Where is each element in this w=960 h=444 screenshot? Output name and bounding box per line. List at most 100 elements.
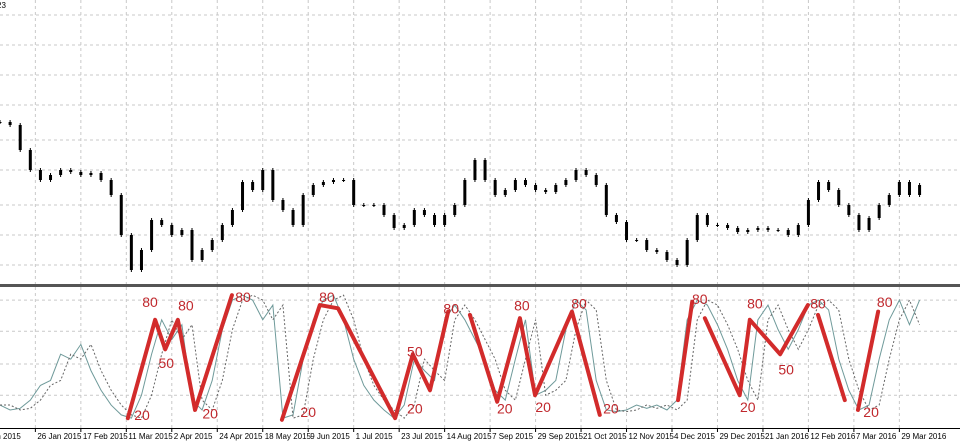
annotation: 80 — [178, 297, 194, 313]
x-tick-label: 29 Dec 2015 — [719, 432, 765, 441]
candle-body — [483, 160, 487, 180]
candle-body — [897, 182, 901, 195]
candle-body — [746, 230, 750, 232]
candle-body — [331, 180, 335, 182]
x-tick-label: 29 Sep 2015 — [538, 432, 584, 441]
candle-body — [614, 215, 618, 222]
candle-body — [584, 170, 588, 175]
candle-body — [715, 225, 719, 226]
annotation: 80 — [877, 294, 893, 310]
candle-body — [918, 185, 922, 195]
candle-body — [301, 195, 305, 225]
candle-body — [69, 170, 73, 172]
x-tick-label: 7 Mar 2016 — [856, 432, 897, 441]
annotation: 20 — [300, 404, 316, 420]
candle-body — [766, 228, 770, 230]
annotation: 80 — [514, 297, 530, 313]
candle-body — [210, 240, 214, 250]
annotation: 20 — [407, 401, 423, 417]
candle-body — [473, 160, 477, 180]
candle-body — [594, 175, 598, 185]
x-tick-label: 1 Jul 2015 — [356, 432, 393, 441]
zigzag-line — [467, 309, 602, 417]
candle-body — [443, 215, 447, 225]
candle-body — [705, 215, 709, 225]
x-tick-label: 4 Dec 2015 — [674, 432, 715, 441]
candle-body — [422, 210, 426, 215]
candle-body — [241, 182, 245, 210]
zigzag-line — [816, 312, 847, 403]
annotation: 20 — [202, 406, 218, 422]
candle-body — [796, 225, 800, 235]
x-tick-label: 26 Jan 2015 — [37, 432, 82, 441]
zigzag-line — [702, 303, 810, 398]
x-tick-label: 12 Feb 2016 — [810, 432, 855, 441]
x-tick-label: 21 Oct 2015 — [583, 432, 627, 441]
candle-body — [200, 250, 204, 260]
candle-body — [695, 215, 699, 240]
candle-body — [139, 250, 143, 270]
x-tick-label: 14 Aug 2015 — [447, 432, 492, 441]
zigzag-line — [855, 309, 881, 412]
annotation: 80 — [142, 294, 158, 310]
candle-body — [0, 122, 2, 123]
candle-body — [544, 190, 548, 192]
annotation: 20 — [134, 407, 150, 423]
candle-body — [150, 220, 154, 250]
annotation: 20 — [740, 399, 756, 415]
annotation: 20 — [603, 401, 619, 417]
candle-body — [49, 175, 53, 180]
candle-body — [412, 210, 416, 225]
candle-body — [645, 240, 649, 250]
candle-body — [513, 180, 517, 190]
candle-body — [685, 240, 689, 265]
candle-body — [38, 170, 42, 180]
candle-body — [503, 190, 507, 195]
annotation: 50 — [778, 361, 794, 377]
candle-body — [887, 195, 891, 205]
candle-body — [635, 240, 639, 241]
candle-body — [352, 180, 356, 205]
annotation: 80 — [747, 296, 763, 312]
candle-body — [877, 205, 881, 218]
candle-body — [271, 170, 275, 200]
candle-body — [8, 122, 12, 125]
annotation: 80 — [692, 291, 708, 307]
candle-body — [625, 222, 629, 240]
zigzag-line — [676, 299, 695, 403]
candle-body — [230, 210, 234, 225]
candle-body — [89, 173, 93, 175]
candle-body — [190, 230, 194, 260]
candle-body — [220, 225, 224, 240]
annotation: 80 — [235, 289, 251, 305]
x-tick-label: 2 Apr 2015 — [174, 432, 213, 441]
candle-body — [665, 252, 669, 260]
candle-body — [675, 260, 679, 265]
candle-body — [726, 225, 730, 228]
candle-body — [433, 215, 437, 225]
price-label: 23 — [0, 1, 6, 10]
candle-body — [453, 205, 457, 215]
candle-body — [119, 195, 123, 235]
candle-body — [180, 230, 184, 235]
candle-body — [372, 205, 376, 206]
x-tick-label: 17 Feb 2015 — [83, 432, 128, 441]
candle-body — [79, 172, 83, 175]
candle-body — [251, 182, 255, 190]
candle-body — [99, 173, 103, 180]
candle-body — [392, 215, 396, 228]
candle-body — [493, 180, 497, 195]
candle-body — [736, 228, 740, 232]
candle-body — [523, 180, 527, 185]
x-tick-label: 18 May 2015 — [265, 432, 312, 441]
candle-body — [655, 250, 659, 252]
candle-body — [18, 125, 22, 150]
candle-body — [907, 182, 911, 195]
candle-body — [291, 210, 295, 225]
candle-body — [342, 180, 346, 181]
x-tick-label: 24 Apr 2015 — [219, 432, 263, 441]
candle-body — [604, 185, 608, 215]
